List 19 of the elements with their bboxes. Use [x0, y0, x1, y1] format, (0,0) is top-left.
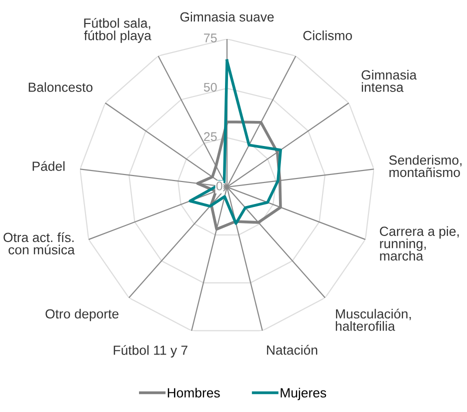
y-tick-label: 50	[204, 82, 217, 92]
spoke-label: Otra act. fís. con música	[4, 232, 75, 254]
spoke-label: Senderismo, montañismo	[389, 155, 462, 178]
y-tick-label: 75	[204, 34, 217, 42]
y-tick-label: 0	[216, 182, 222, 190]
spoke-label: Natación	[267, 344, 318, 355]
spoke-label: Fútbol sala, fútbol playa	[84, 18, 152, 43]
spoke-label: Baloncesto	[28, 82, 92, 92]
spoke-label: Fútbol 11 y 7	[114, 345, 188, 358]
spoke-label: Pádel	[32, 161, 65, 171]
spoke-label: Gimnasia intensa	[362, 70, 417, 92]
legend-label: Mujeres	[280, 388, 326, 400]
y-tick-label: 25	[204, 132, 217, 142]
spoke-label: Gimnasia suave	[180, 12, 274, 22]
spoke-label: Ciclismo	[303, 30, 352, 40]
spoke-label: Carrera a pie, running, marcha	[380, 226, 459, 261]
spoke-label: Musculación, halterofilia	[336, 308, 411, 331]
spoke-label: Otro deporte	[46, 308, 118, 322]
legend-label: Hombres	[168, 388, 220, 398]
